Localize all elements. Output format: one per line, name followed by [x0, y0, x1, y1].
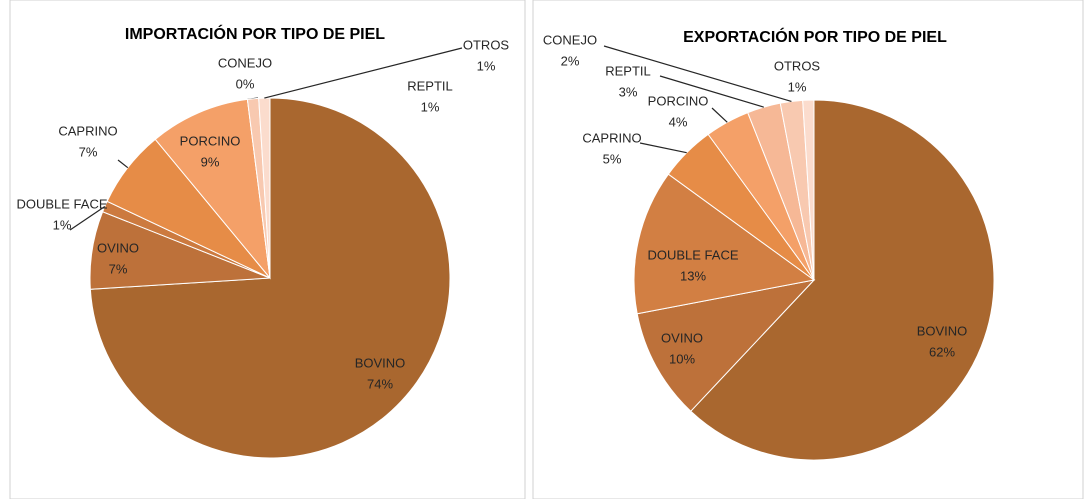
slice-value-label: 5% — [603, 151, 622, 166]
slice-value-label: 62% — [929, 344, 955, 359]
slice-category-label: PORCINO — [180, 133, 241, 148]
pie-slice — [154, 98, 271, 280]
slice-category-label: DOUBLE FACE — [647, 247, 738, 262]
slice-category-label: REPTIL — [605, 63, 651, 78]
slice-category-label: CONEJO — [543, 32, 597, 47]
slice-category-label: BOVINO — [355, 355, 406, 370]
slice-value-label: 2% — [561, 53, 580, 68]
slice-category-label: CAPRINO — [58, 123, 117, 138]
slice-category-label: OVINO — [661, 330, 703, 345]
slice-value-label: 10% — [669, 351, 695, 366]
leader-line — [659, 75, 764, 108]
slice-value-label: 1% — [421, 99, 440, 114]
slice-category-label: OTROS — [774, 58, 821, 73]
leader-line — [264, 47, 463, 99]
slice-value-label: 1% — [53, 217, 72, 232]
slice-value-label: 9% — [201, 154, 220, 169]
slice-value-label: 0% — [236, 76, 255, 91]
slice-category-label: CONEJO — [218, 55, 272, 70]
pie-slice — [636, 279, 816, 412]
slice-value-label: 13% — [680, 268, 706, 283]
chart-title: EXPORTACIÓN POR TIPO DE PIEL — [683, 27, 947, 46]
chart-title: IMPORTACIÓN POR TIPO DE PIEL — [125, 24, 385, 43]
pie-slice — [690, 99, 995, 461]
slice-value-label: 74% — [367, 376, 393, 391]
slice-category-label: CAPRINO — [582, 130, 641, 145]
slice-category-label: PORCINO — [648, 93, 709, 108]
slice-value-label: 3% — [619, 84, 638, 99]
pie-slice — [633, 173, 816, 315]
slice-value-label: 1% — [788, 79, 807, 94]
slice-category-label: BOVINO — [917, 323, 968, 338]
slice-value-label: 7% — [79, 144, 98, 159]
slice-value-label: 7% — [109, 261, 128, 276]
slice-category-label: REPTIL — [407, 78, 453, 93]
leader-line — [639, 142, 687, 154]
leader-line — [117, 159, 129, 169]
leader-line — [69, 206, 106, 231]
leader-line — [711, 107, 728, 123]
slice-category-label: DOUBLE FACE — [16, 196, 107, 211]
slice-value-label: 1% — [477, 58, 496, 73]
slice-category-label: OVINO — [97, 240, 139, 255]
slice-value-label: 4% — [669, 114, 688, 129]
leader-line — [603, 45, 792, 102]
slice-category-label: OTROS — [463, 37, 510, 52]
pie-slice — [802, 99, 815, 281]
